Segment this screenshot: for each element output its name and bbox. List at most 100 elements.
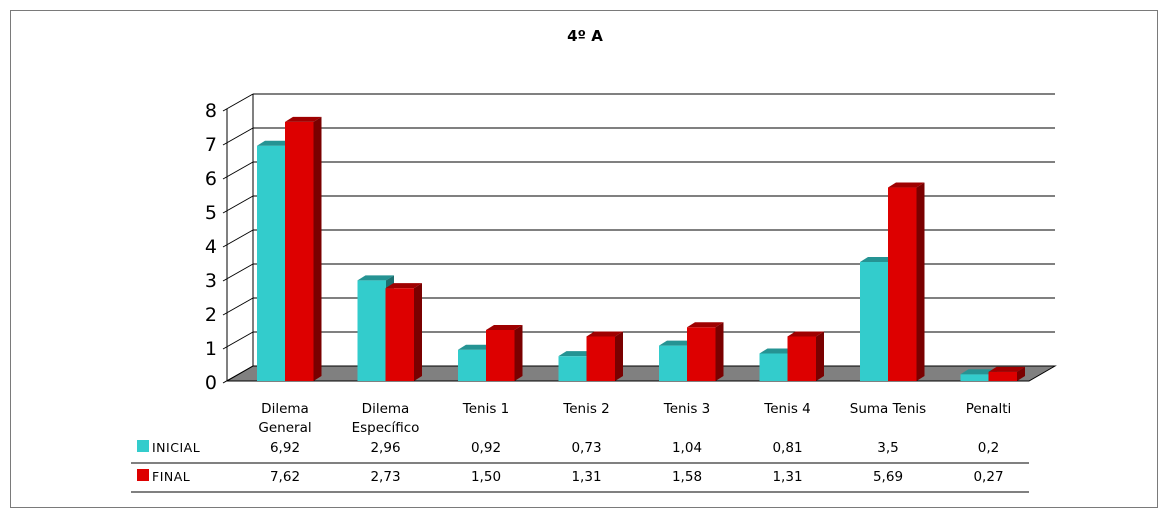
bar-side (1017, 366, 1025, 381)
data-label: 1,04 (672, 440, 702, 456)
bar-top (285, 116, 322, 122)
legend-swatch (137, 469, 149, 481)
bar-front (285, 121, 314, 382)
bar (285, 116, 322, 382)
bar (988, 366, 1025, 381)
y-tick-label: 6 (205, 168, 217, 190)
bar-top (659, 340, 696, 346)
bar-top (558, 351, 595, 357)
chart-title: 4º A (567, 27, 603, 45)
data-label: 1,50 (471, 469, 501, 485)
bar-front (759, 353, 788, 381)
x-tick-label: Específico (352, 420, 420, 436)
bar-top (458, 344, 495, 350)
legend-label: FINAL (152, 469, 190, 484)
data-label: 0,73 (571, 440, 601, 456)
x-tick-label: Tenis 1 (462, 401, 509, 417)
bar-side (414, 283, 422, 381)
data-label: 0,92 (471, 440, 501, 456)
y-tick-label: 8 (205, 100, 217, 122)
x-tick-label: Dilema (362, 401, 410, 417)
bar-top (759, 348, 796, 354)
y-tick-mark (222, 263, 254, 282)
y-tick-mark (222, 365, 254, 384)
bar-side (916, 182, 925, 381)
bar-top (586, 331, 623, 337)
bar-front (659, 345, 688, 381)
x-tick-label: Tenis 2 (562, 401, 609, 417)
bar-front (357, 280, 386, 381)
data-label: 3,5 (877, 440, 898, 456)
y-tick-mark (222, 161, 254, 180)
data-label: 1,31 (571, 469, 601, 485)
y-tick-label: 5 (205, 202, 217, 224)
y-tick-mark (222, 127, 254, 146)
bar-top (787, 331, 824, 337)
bar-front (888, 187, 917, 381)
data-label: 0,27 (973, 469, 1003, 485)
chart-floor (225, 365, 1057, 382)
bar-front (385, 288, 414, 381)
bar-side (514, 325, 523, 381)
y-tick-label: 4 (205, 236, 217, 258)
bar-front (586, 336, 615, 381)
chart-frame (10, 10, 1158, 508)
bar-top (960, 369, 997, 375)
bar-side (313, 116, 322, 382)
y-tick-label: 3 (205, 270, 217, 292)
y-tick-label: 7 (205, 134, 217, 156)
y-tick-label: 0 (205, 372, 217, 394)
legend-label: INICIAL (152, 440, 200, 455)
x-tick-label: Tenis 3 (663, 401, 710, 417)
data-label: 1,31 (772, 469, 802, 485)
bar-front (860, 262, 889, 381)
bar-top (888, 182, 925, 188)
x-tick-label: Suma Tenis (850, 401, 926, 417)
data-label: 5,69 (873, 469, 903, 485)
bar-top (385, 283, 422, 289)
data-label: 2,73 (370, 469, 400, 485)
x-tick-label: General (258, 420, 311, 436)
bar-front (787, 336, 816, 381)
y-tick-mark (222, 229, 254, 248)
data-label: 2,96 (370, 440, 400, 456)
bar-top (860, 257, 897, 262)
data-label: 6,92 (270, 440, 300, 456)
x-tick-label: Tenis 4 (763, 401, 810, 417)
bar (787, 331, 824, 381)
bar-front (687, 327, 716, 381)
x-tick-label: Dilema (261, 401, 309, 417)
bar-top (357, 275, 394, 281)
bar-side (615, 331, 623, 381)
bar-side (816, 331, 824, 381)
data-label: 0,81 (772, 440, 802, 456)
y-tick-mark (222, 297, 254, 316)
bar (860, 257, 897, 381)
data-label: 0,2 (978, 440, 999, 456)
bar-front (486, 330, 515, 381)
bar-top (687, 322, 724, 328)
x-tick-label: Penalti (966, 401, 1012, 417)
y-tick-mark (222, 331, 254, 350)
bar-front (960, 374, 989, 381)
y-tick-mark (222, 93, 254, 112)
bar-top (486, 325, 523, 330)
bar (687, 322, 724, 381)
legend-swatch (137, 440, 149, 452)
bar-front (458, 349, 487, 381)
bar (385, 283, 422, 381)
bar-side (715, 322, 724, 381)
bar-top (988, 366, 1025, 372)
bar (486, 325, 523, 381)
data-label: 1,58 (672, 469, 702, 485)
bar (888, 182, 925, 381)
bar-front (558, 356, 587, 381)
bar-top (257, 140, 294, 146)
data-label: 7,62 (270, 469, 300, 485)
bar-front (257, 145, 286, 381)
y-tick-mark (222, 195, 254, 214)
y-tick-label: 1 (205, 338, 217, 360)
bar (586, 331, 623, 381)
y-tick-label: 2 (205, 304, 217, 326)
